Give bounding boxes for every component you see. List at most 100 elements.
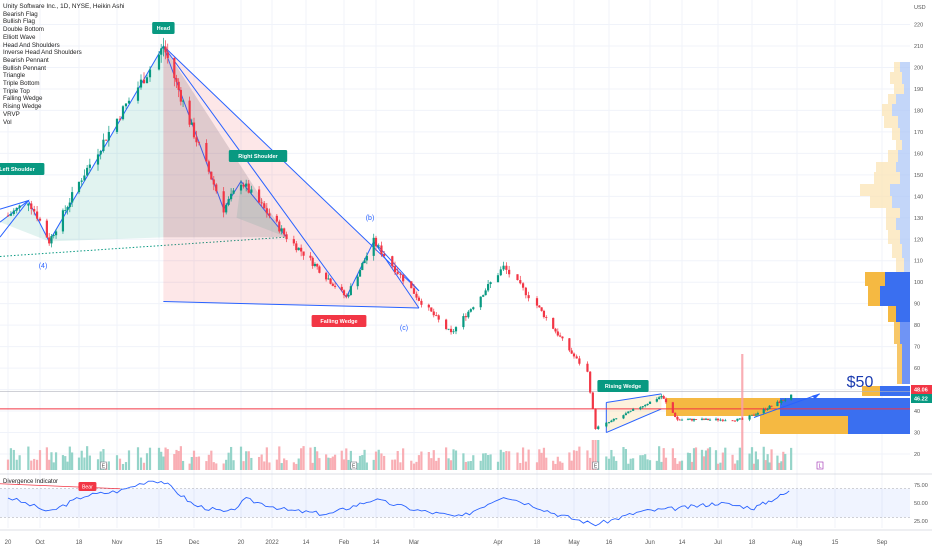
indicator-item[interactable]: VRVP bbox=[3, 110, 20, 118]
volume-bar bbox=[502, 452, 505, 470]
candle-body bbox=[316, 263, 319, 267]
candle-body bbox=[524, 287, 527, 296]
volume-bar bbox=[655, 460, 658, 470]
candle-body bbox=[646, 403, 649, 406]
indicator-item[interactable]: Double Bottom bbox=[3, 26, 44, 34]
volume-bar bbox=[239, 446, 243, 470]
candle-body bbox=[731, 420, 734, 422]
candle-body bbox=[538, 305, 541, 308]
volume-bar bbox=[215, 463, 218, 470]
indicator-item[interactable]: Bullish Pennant bbox=[3, 64, 46, 72]
volume-profile-bar bbox=[890, 72, 902, 84]
candle-body bbox=[215, 184, 218, 192]
volume-bar bbox=[559, 461, 562, 470]
volume-bar bbox=[688, 453, 692, 470]
price-axis[interactable]: USD2030405060708090100110120130140150160… bbox=[911, 5, 932, 458]
candle-body bbox=[245, 183, 248, 187]
time-tick-label: Oct bbox=[35, 540, 45, 546]
candle-body bbox=[331, 283, 334, 286]
candle-body bbox=[561, 336, 564, 339]
volume-bar bbox=[586, 450, 589, 470]
indicator-item[interactable]: Bearish Pennant bbox=[3, 56, 49, 64]
rising-wedge-label-box bbox=[597, 380, 649, 392]
volume-bar bbox=[447, 458, 450, 470]
volume-profile-bar bbox=[896, 218, 910, 230]
rising-wedge-fill bbox=[606, 393, 662, 433]
candle-body bbox=[102, 139, 105, 151]
candle-body bbox=[45, 220, 48, 238]
volume-bar bbox=[356, 462, 359, 470]
candle-body bbox=[297, 247, 300, 251]
volume-bar bbox=[660, 461, 663, 470]
indicator-item[interactable]: Bullish Flag bbox=[3, 18, 35, 26]
falling-wedge-label-box bbox=[311, 315, 367, 327]
volume-profile-bar bbox=[890, 184, 910, 196]
indicator-item[interactable]: Triangle bbox=[3, 72, 26, 80]
candle-body bbox=[278, 221, 281, 232]
candle-body bbox=[664, 398, 668, 403]
candle-body bbox=[479, 296, 482, 308]
candle-body bbox=[302, 251, 305, 256]
indicator-item[interactable]: Bearish Flag bbox=[3, 10, 38, 18]
price-tick-label: 140 bbox=[914, 194, 923, 200]
volume-bar bbox=[644, 454, 647, 470]
candle-body bbox=[162, 46, 165, 49]
candle-body bbox=[505, 265, 508, 270]
volume-bar bbox=[86, 446, 89, 470]
candle-body bbox=[88, 164, 91, 168]
chart-title[interactable]: Unity Software Inc., 1D, NYSE, Heikin As… bbox=[3, 3, 125, 10]
volume-profile-bar bbox=[900, 62, 910, 72]
volume-bar bbox=[316, 451, 319, 470]
candle-body bbox=[521, 283, 525, 288]
candle-body bbox=[790, 394, 793, 400]
indicator-item[interactable]: Falling Wedge bbox=[3, 95, 43, 103]
volume-bar bbox=[71, 452, 74, 470]
candle-body bbox=[721, 419, 724, 421]
volume-bar bbox=[754, 451, 758, 470]
candle-body bbox=[519, 280, 522, 284]
indicator-item[interactable]: Triple Top bbox=[3, 87, 30, 95]
volume-profile-bar bbox=[865, 272, 885, 286]
indicator-item[interactable]: Elliott Wave bbox=[3, 33, 36, 41]
indicator-item[interactable]: Head And Shoulders bbox=[3, 41, 60, 49]
volume-bar bbox=[361, 455, 364, 470]
candle-body bbox=[374, 237, 378, 247]
volume-bar bbox=[519, 462, 522, 470]
volume-bar bbox=[35, 459, 39, 470]
time-tick-label: 20 bbox=[238, 540, 245, 546]
time-axis[interactable]: 20 Oct 18 Nov 15 Dec 20 2022 14 Feb 14 Mar Apr 18 May 1… bbox=[0, 529, 932, 546]
volume-profile-bar bbox=[888, 306, 896, 322]
candle-body bbox=[658, 397, 661, 400]
candle-body bbox=[318, 266, 321, 273]
volume-bar bbox=[396, 450, 399, 470]
volume-profile-bar bbox=[904, 258, 910, 272]
indicator-item[interactable]: Inverse Head And Shoulders bbox=[3, 49, 82, 57]
indicator-item[interactable]: Vol bbox=[3, 118, 12, 126]
volume-bar bbox=[674, 458, 677, 470]
candle-body bbox=[181, 100, 185, 102]
volume-profile-bar bbox=[898, 116, 910, 128]
volume-bar bbox=[212, 462, 215, 470]
candle-body bbox=[207, 161, 210, 172]
candle-body bbox=[452, 331, 455, 333]
volume-profile-bar bbox=[900, 128, 910, 140]
indicator-item[interactable]: Rising Wedge bbox=[3, 103, 42, 111]
volume-bar bbox=[188, 463, 191, 470]
volume-bar bbox=[283, 458, 286, 470]
volume-bar bbox=[52, 462, 55, 470]
time-tick-label: Apr bbox=[493, 540, 502, 546]
candle-body bbox=[139, 79, 143, 88]
volume-bar bbox=[756, 459, 759, 470]
candle-body bbox=[232, 190, 235, 194]
candle-body bbox=[692, 419, 696, 421]
volume-bar bbox=[462, 453, 465, 470]
volume-profile bbox=[666, 62, 910, 434]
volume-bar bbox=[265, 447, 268, 470]
price-tick-label: 170 bbox=[914, 130, 923, 136]
volume-profile-bar bbox=[870, 196, 892, 208]
candle-body bbox=[71, 192, 74, 203]
candle-body bbox=[629, 410, 632, 412]
volume-bar bbox=[115, 455, 119, 470]
indicator-item[interactable]: Triple Bottom bbox=[3, 80, 40, 88]
